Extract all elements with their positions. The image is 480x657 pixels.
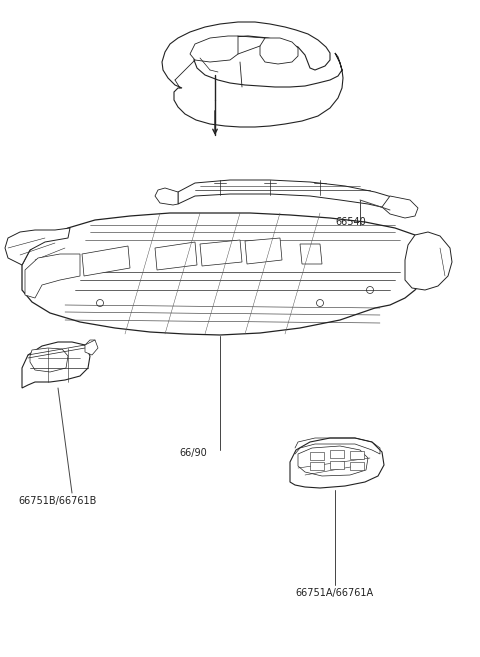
Polygon shape: [85, 340, 98, 355]
Polygon shape: [22, 342, 90, 388]
Polygon shape: [25, 254, 80, 298]
Bar: [310, 462, 324, 470]
Bar: [350, 451, 364, 459]
Polygon shape: [155, 242, 197, 270]
Polygon shape: [298, 446, 368, 476]
Bar: [310, 452, 324, 460]
Polygon shape: [22, 213, 430, 335]
Polygon shape: [260, 38, 298, 64]
Polygon shape: [300, 244, 322, 264]
Text: 66751B/66761B: 66751B/66761B: [18, 496, 96, 506]
Polygon shape: [162, 22, 343, 127]
Text: 66/90: 66/90: [179, 448, 207, 458]
Text: 66540: 66540: [335, 217, 366, 227]
Polygon shape: [155, 188, 178, 205]
Polygon shape: [178, 180, 405, 210]
Polygon shape: [290, 438, 384, 488]
Polygon shape: [405, 232, 452, 290]
Polygon shape: [190, 36, 238, 62]
Polygon shape: [30, 348, 68, 372]
Polygon shape: [5, 228, 70, 265]
Polygon shape: [200, 240, 242, 266]
Polygon shape: [245, 238, 282, 264]
Bar: [350, 462, 364, 470]
Bar: [330, 461, 344, 469]
Polygon shape: [382, 196, 418, 218]
Text: 66751A/66761A: 66751A/66761A: [295, 588, 373, 598]
Bar: [330, 450, 344, 458]
Polygon shape: [82, 246, 130, 276]
